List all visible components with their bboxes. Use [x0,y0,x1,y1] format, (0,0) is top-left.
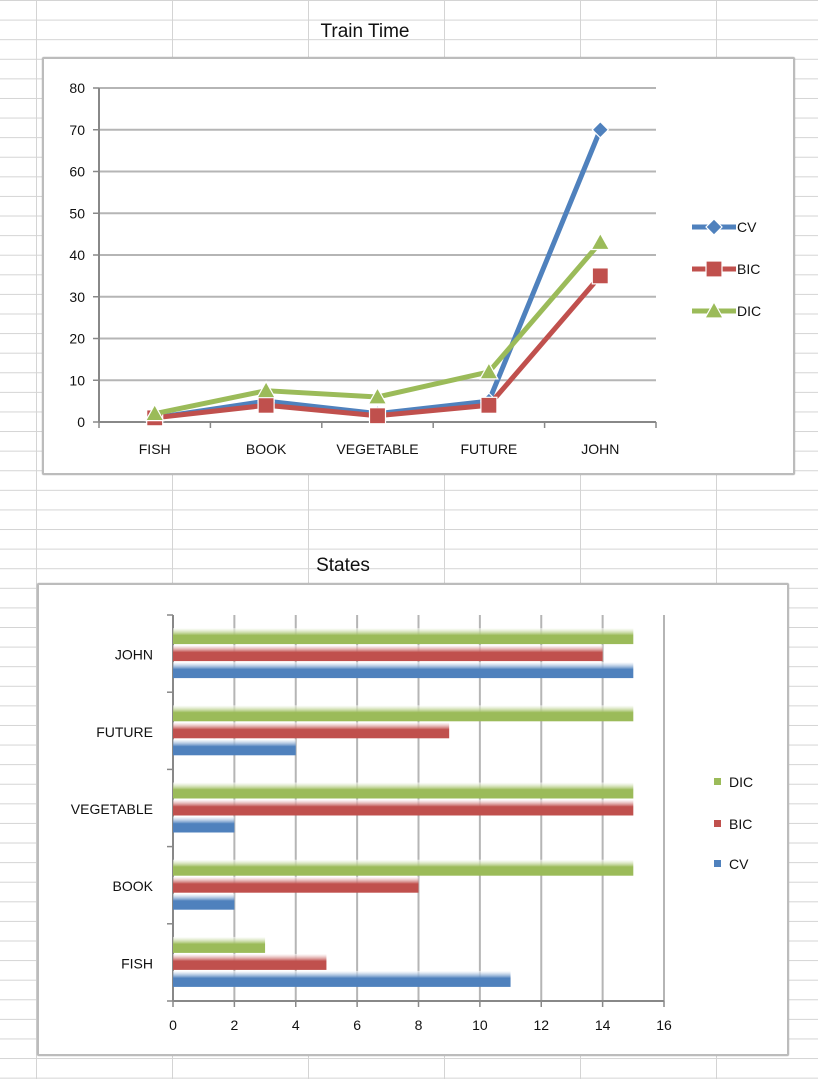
bar-bic-fish [173,953,327,970]
legend-entry-dic: DIC [714,774,753,790]
bar-bic-book [173,876,419,893]
legend-entry-bic: BIC [714,816,752,832]
legend-swatch [714,820,721,827]
y-category-label: JOHN [115,647,153,663]
x-category-label: FUTURE [461,441,518,457]
data-point-bic [480,396,498,414]
data-point-bic [368,407,387,425]
legend-marker [705,218,723,236]
legend-marker [705,260,723,278]
legend-label: BIC [737,261,760,277]
data-point-dic [256,380,277,399]
bar-dic-book [173,859,634,876]
bar-cv-john [173,662,634,679]
x-tick-label: 8 [415,1017,423,1033]
legend-label: CV [737,219,757,235]
y-category-label: VEGETABLE [71,801,153,817]
line-chart-frame: 0 10 20 30 40 50 60 70 80 FISH BOOK VEGETABLE FUTURE… [42,57,795,475]
y-tick-label: 80 [69,80,85,96]
bar-dic-john [173,628,634,645]
y-tick-label: 0 [77,414,85,430]
x-tick-label: 14 [595,1017,611,1033]
data-point-bic [257,396,275,414]
bar-dic-future [173,705,634,722]
bar-dic-fish [173,936,266,953]
line-chart-title: Train Time [320,21,410,42]
y-category-label: FISH [121,955,153,971]
legend-label: CV [729,856,749,872]
legend-entry-cv: CV [714,856,749,872]
y-tick-label: 20 [69,331,85,347]
legend-entry-bic: BIC [692,260,760,278]
legend-label: BIC [729,816,752,832]
y-tick-label: 70 [69,122,85,138]
legend-entry-cv: CV [692,218,757,236]
bar-chart-plot: 0 2 4 6 8 10 12 14 16 FISH BOOK VEGETABLE FUTURE JOHN… [71,614,753,1033]
x-tick-label: 6 [353,1017,361,1033]
bar-chart-title: States [316,555,370,576]
y-tick-label: 30 [69,289,85,305]
bar-bic-john [173,645,603,662]
data-point-dic [367,386,388,405]
bar-dic-vegetable [173,782,634,799]
bar-bic-vegetable [173,799,634,816]
bar-cv-book [173,893,235,910]
data-point-dic [144,403,165,422]
legend-swatch [714,778,721,785]
bar-cv-fish [173,970,511,987]
x-tick-label: 10 [472,1017,488,1033]
bar-cv-vegetable [173,816,235,833]
x-category-label: VEGETABLE [336,441,418,457]
legend-marker [703,300,725,319]
data-point-cv [591,120,610,139]
x-tick-label: 12 [533,1017,549,1033]
data-point-dic [478,361,499,380]
bar-chart-frame: 0 2 4 6 8 10 12 14 16 FISH BOOK VEGETABLE FUTURE JOHN… [37,583,789,1056]
legend-entry-dic: DIC [692,300,761,319]
x-tick-label: 2 [230,1017,238,1033]
bar-bic-future [173,722,450,739]
x-tick-label: 0 [169,1017,177,1033]
y-tick-label: 10 [69,372,85,388]
data-point-bic [591,267,609,285]
legend-label: DIC [729,774,753,790]
x-category-label: BOOK [246,441,287,457]
legend-swatch [714,860,721,867]
series-line-cv [154,128,603,421]
legend-label: DIC [737,303,761,319]
bar-cv-future [173,739,296,756]
y-tick-label: 50 [69,205,85,221]
y-tick-label: 40 [69,247,85,263]
series-dic [144,232,611,422]
x-category-label: JOHN [581,441,619,457]
data-point-dic [590,232,611,251]
x-tick-label: 16 [656,1017,672,1033]
y-category-label: BOOK [113,878,154,894]
x-category-label: FISH [139,441,171,457]
y-category-label: FUTURE [96,724,153,740]
y-tick-label: 60 [69,164,85,180]
line-chart-plot: 0 10 20 30 40 50 60 70 80 FISH BOOK VEGETABLE FUTURE… [69,80,761,457]
x-tick-label: 4 [292,1017,300,1033]
